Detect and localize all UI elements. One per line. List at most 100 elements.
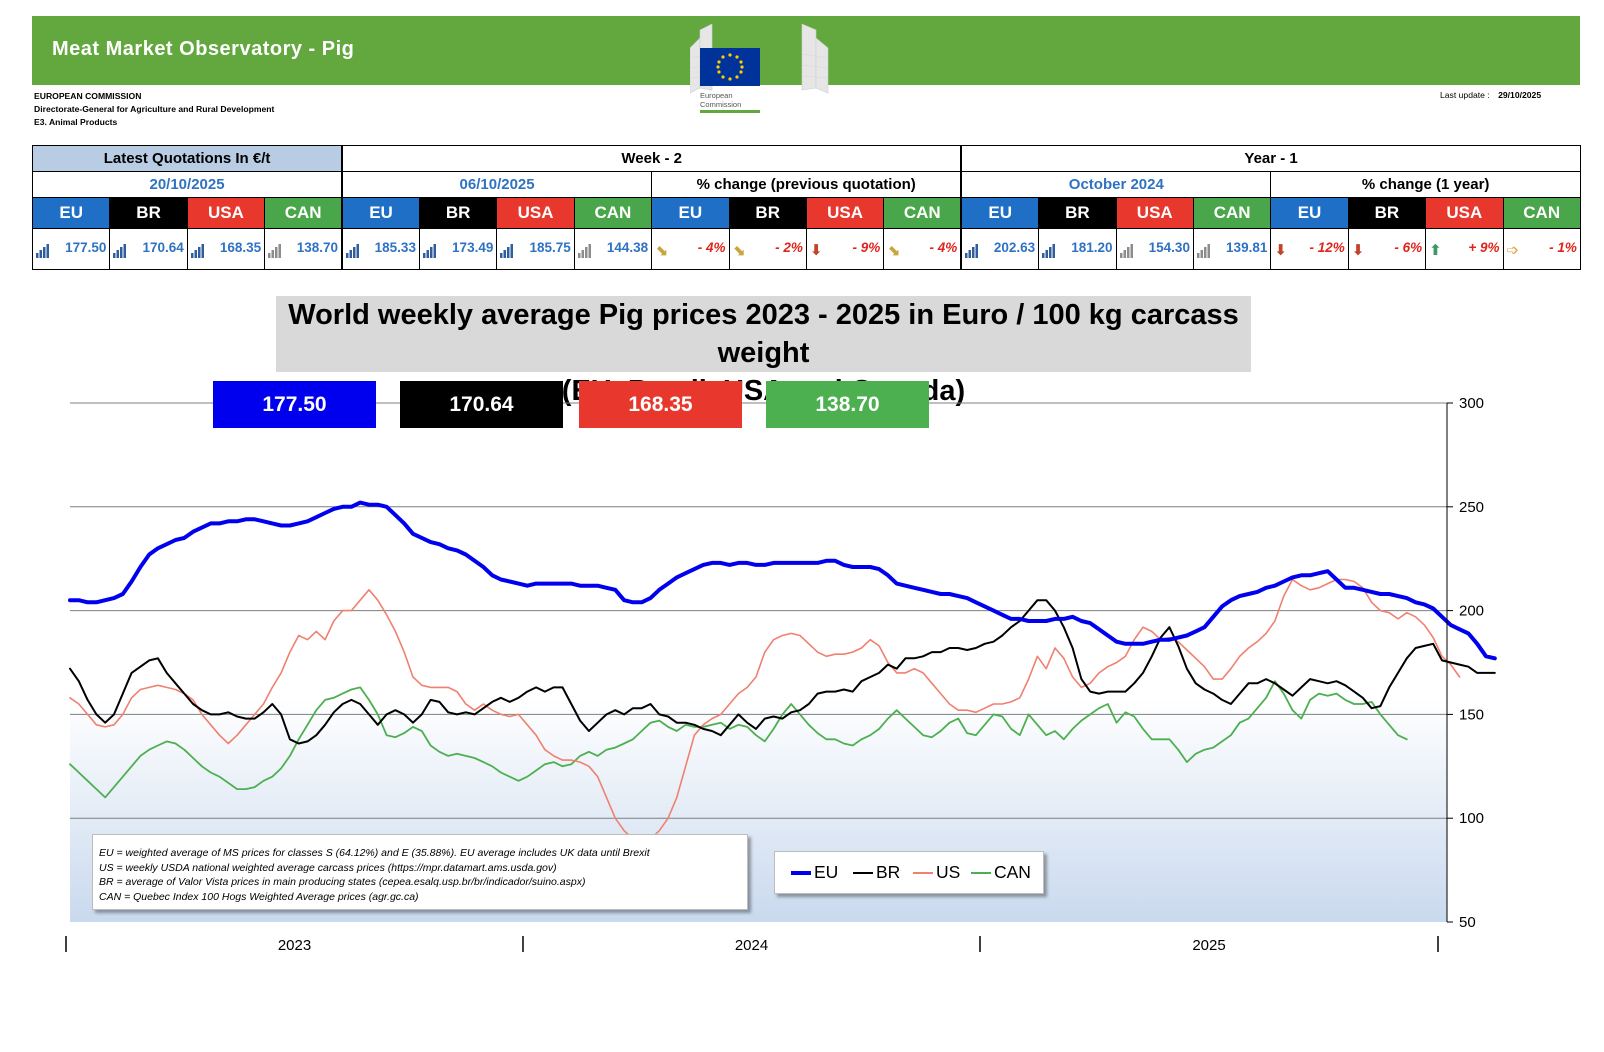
source-notes: EU = weighted average of MS prices for c… [92,834,748,910]
code-can: CAN [883,197,962,229]
org-line: EUROPEAN COMMISSION [34,91,142,101]
note-can: CAN = Quebec Index 100 Hogs Weighted Ave… [99,890,419,903]
bar-chart-icon [268,244,282,258]
legend-us: US [913,862,960,883]
week2-change-eu: ⬊ - 4% [651,228,730,270]
chart-legend: EU BR US CAN [774,851,1044,894]
chart-title-line: World weekly average Pig prices 2023 - 2… [288,299,1239,369]
section-year-1: Year - 1 [960,145,1581,172]
latest-br: 170.64 [109,228,188,270]
y-tick-label: 150 [1459,706,1484,723]
series-line-br [69,599,1496,745]
y-tick-label: 200 [1459,603,1484,620]
arrow-down-icon: ⬇ [1351,241,1365,259]
organization-info: EUROPEAN COMMISSION Directorate-General … [34,90,274,129]
code-eu: EU [31,197,111,229]
bar-chart-icon [113,244,127,258]
bar-chart-icon [965,244,979,258]
code-usa: USA [496,197,575,229]
y-tick-label: 300 [1459,395,1484,412]
series-line-eu [68,500,1497,661]
latest-eu: 177.50 [31,228,111,270]
bar-chart-icon [190,244,204,258]
latest-date: 20/10/2025 [32,171,343,198]
legend-eu: EU [791,862,838,883]
quotations-table: Latest Quotations In €/t Week - 2 Year - 1… [31,145,1581,270]
week2-change-usa: ⬇ - 9% [805,228,885,270]
bar-chart-icon [1196,244,1210,258]
last-update-value: 29/10/2025 [1498,90,1542,100]
org-line: Directorate-General for Agriculture and … [34,104,275,114]
week2-change-br: ⬊ - 2% [728,228,807,270]
legend-can-line [971,872,991,875]
br-value-badge: 170.64 [400,381,563,428]
x-year-label: 2023 [278,937,311,954]
legend-eu-line [791,871,811,876]
svg-text:European: European [700,91,733,100]
arrow-down-right-icon: ⬊ [655,241,668,259]
latest-usa: 168.35 [186,228,266,270]
bar-chart-icon [500,244,514,258]
week2-eu: 185.33 [341,228,420,270]
legend-can: CAN [971,862,1031,883]
legend-us-line [913,872,933,875]
code-can: CAN [264,197,343,229]
week2-change-header: % change (previous quotation) [651,171,962,198]
code-usa: USA [805,197,885,229]
bar-chart-icon [36,244,49,258]
bar-chart-icon [1042,244,1056,258]
arrow-down-right-icon: ⬊ [887,241,900,259]
code-eu: EU [651,197,730,229]
can-value-badge: 138.70 [766,381,929,428]
note-br: BR = average of Valor Vista prices in ma… [99,876,586,888]
legend-br: BR [853,862,900,883]
code-usa: USA [1115,197,1194,229]
code-br: BR [728,197,807,229]
arrow-right-icon: ➩ [1506,241,1520,259]
code-can: CAN [1192,197,1272,229]
arrow-down-icon: ⬇ [809,241,823,259]
bar-chart-icon [422,244,436,258]
svg-text:Commission: Commission [700,100,741,109]
year1-change-eu: ⬇ - 12% [1270,228,1349,270]
year1-can: 139.81 [1192,228,1272,270]
bar-chart-icon [1119,244,1133,258]
y-tick-label: 50 [1459,914,1476,931]
code-eu: EU [960,197,1040,229]
bar-chart-icon [346,244,360,258]
arrow-down-right-icon: ⬊ [732,241,746,259]
series-line-us [69,578,1461,844]
eu-stars-icon [716,53,744,81]
eu-value-badge: 177.50 [213,381,376,428]
us-value-badge: 168.35 [579,381,742,428]
note-us: US = weekly USDA national weighted avera… [99,861,557,874]
series-line-can [69,680,1408,799]
year1-eu: 202.63 [960,228,1040,270]
code-br: BR [418,197,498,229]
code-br: BR [109,197,188,229]
year1-change-can: ➩ - 1% [1502,228,1581,270]
week2-br: 173.49 [418,228,498,270]
note-eu: EU = weighted average of MS prices for c… [99,847,650,859]
code-can: CAN [1502,197,1581,229]
code-br: BR [1347,197,1427,229]
code-usa: USA [1425,197,1504,229]
org-line: E3. Animal Products [34,117,118,127]
code-eu: EU [1270,197,1349,229]
last-update-label: Last update : [1440,90,1490,100]
year1-br: 181.20 [1038,228,1117,270]
arrow-up-icon: ⬆ [1429,241,1442,259]
x-year-label: 2024 [735,937,768,954]
y-tick-label: 250 [1459,499,1484,516]
x-year-label: 2025 [1192,937,1225,954]
code-eu: EU [341,197,420,229]
latest-can: 138.70 [264,228,343,270]
code-can: CAN [573,197,653,229]
y-tick-label: 100 [1459,810,1484,827]
section-week-2: Week - 2 [341,145,962,172]
week2-change-can: ⬊ - 4% [883,228,962,270]
last-update: Last update : 29/10/2025 [1440,90,1541,100]
week2-can: 144.38 [573,228,653,270]
arrow-down-icon: ⬇ [1274,241,1287,259]
